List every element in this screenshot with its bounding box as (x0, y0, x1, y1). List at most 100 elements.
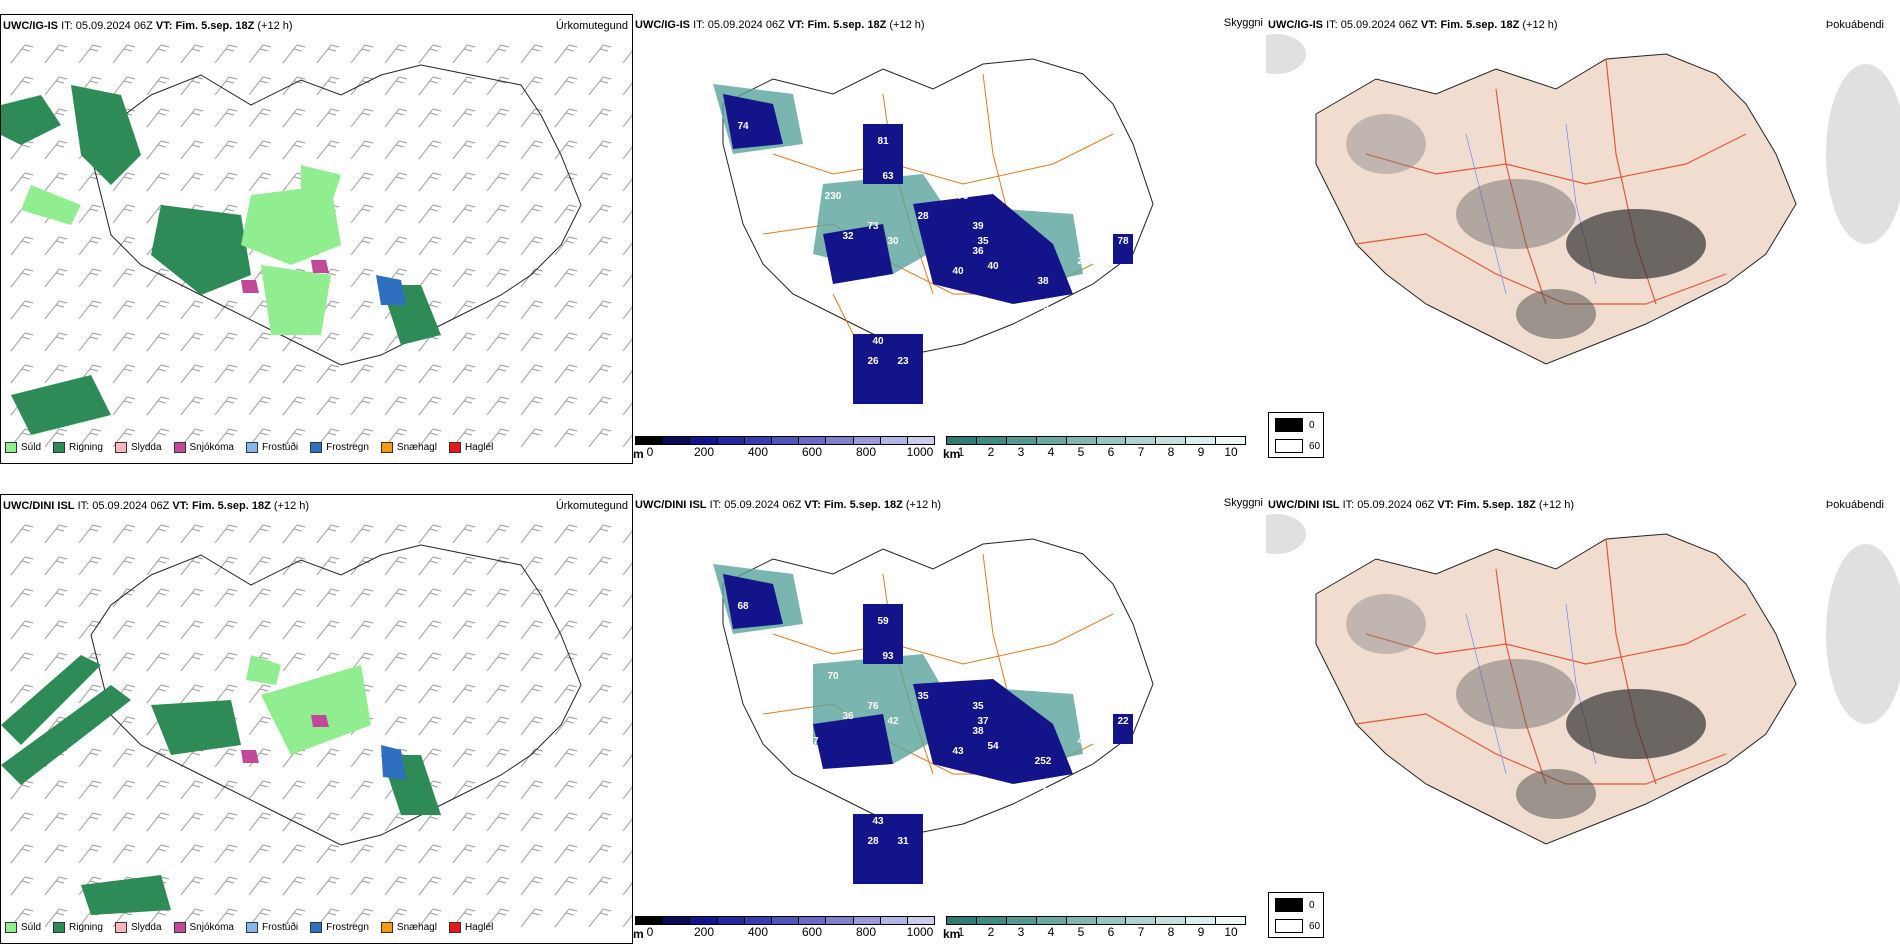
scale-tick: 400 (747, 925, 769, 939)
wind-barb (350, 588, 374, 608)
wind-barb (554, 620, 578, 640)
wind-barb (214, 44, 238, 64)
panel-title: Þokuábendi (1825, 499, 1884, 511)
wind-barb (10, 876, 34, 896)
scale-cell (1126, 917, 1157, 924)
wind-barb (418, 396, 442, 416)
rain-area (1, 95, 61, 145)
wind-barb (316, 332, 340, 352)
wind-barb (44, 44, 68, 64)
wind-barb (316, 556, 340, 576)
scale-cell (1066, 437, 1097, 444)
lead-time: (+12 h) (1538, 499, 1575, 511)
wind-barb (10, 524, 34, 544)
wind-barb (350, 908, 374, 928)
wind-barb (316, 844, 340, 864)
init-time: 05.09.2024 06Z (707, 19, 785, 31)
scale-cell (1216, 917, 1246, 924)
wind-barb (486, 844, 510, 864)
wind-barb (452, 748, 476, 768)
wind-barb (180, 620, 204, 640)
low-cloud-area (823, 224, 893, 284)
cloud-base-unit: m (633, 447, 644, 461)
wind-barb (384, 364, 408, 384)
low-cloud-areas (723, 94, 1133, 404)
wind-barb (350, 332, 374, 352)
scale-cell (947, 917, 977, 924)
scale-tick: 2 (987, 445, 995, 459)
wind-barb (180, 684, 204, 704)
wind-barb (384, 876, 408, 896)
wind-barb (554, 44, 578, 64)
wind-barb (44, 876, 68, 896)
wind-barb (418, 140, 442, 160)
rain-area (151, 700, 241, 755)
scale-tick: 6 (1107, 445, 1115, 459)
scale-cell (1096, 437, 1127, 444)
cloud-base-label: 81 (877, 136, 889, 147)
wind-barb (622, 626, 632, 640)
scale-cell (771, 437, 800, 444)
wind-barb (78, 236, 102, 256)
fog-legend-max: 60 (1309, 440, 1321, 452)
wind-barb (10, 844, 34, 864)
wind-barb (554, 748, 578, 768)
drizzle-area (261, 265, 331, 335)
init-label: IT: (1342, 499, 1355, 511)
iceland-land (1315, 53, 1797, 365)
cloud-base-label: 43 (952, 746, 964, 757)
wind-barb (146, 44, 170, 64)
wind-barb (350, 76, 374, 96)
wind-barb (282, 652, 306, 672)
wind-barb (418, 108, 442, 128)
ceiling-map: 68 59 93 70 477 35 35 37 54 36 76 42 38 43 252 41 32 22 58… (702, 538, 1154, 884)
wind-barb (10, 780, 34, 800)
wind-barb (180, 172, 204, 192)
wind-barb (588, 812, 612, 832)
scale-tick: 4 (1047, 925, 1055, 939)
wind-barb (418, 76, 442, 96)
wind-barb (452, 268, 476, 288)
wind-barb (520, 556, 544, 576)
wind-barb (146, 140, 170, 160)
wind-barb (316, 140, 340, 160)
valid-label: VT: (1420, 19, 1438, 31)
legend-swatch (5, 922, 17, 933)
low-cloud-area (853, 814, 923, 884)
scale-tick: 8 (1167, 925, 1175, 939)
wind-barb (282, 908, 306, 928)
wind-barb (10, 620, 34, 640)
wind-barb (78, 300, 102, 320)
cloud-base-label: 54 (987, 741, 999, 752)
scale-cell (799, 917, 827, 924)
wind-barb (214, 172, 238, 192)
valid-label: VT: (155, 20, 173, 32)
wind-barb (214, 620, 238, 640)
fog-legend-min: 0 (1309, 419, 1315, 431)
wind-barb (350, 236, 374, 256)
scale-tick: 10 (1224, 925, 1238, 939)
wind-barb (78, 844, 102, 864)
wind-barb (350, 556, 374, 576)
scale-tick: 1000 (906, 445, 934, 459)
low-cloud-area (913, 679, 1073, 784)
scale-cell (1156, 437, 1187, 444)
iceland-outline (722, 58, 1154, 355)
scale-tick: 400 (747, 445, 769, 459)
wind-barb (10, 300, 34, 320)
wind-barb (554, 300, 578, 320)
wind-barb (112, 204, 136, 224)
cloud-base-label: 42 (887, 716, 899, 727)
wind-barb (520, 300, 544, 320)
wind-barb (418, 908, 442, 928)
wind-barb (44, 300, 68, 320)
wind-barb (282, 780, 306, 800)
wind-barb (44, 652, 68, 672)
cloud-base-label: 57 (702, 221, 714, 232)
wind-barb (350, 172, 374, 192)
wind-barb (350, 44, 374, 64)
scale-cell (1186, 917, 1217, 924)
legend-item: Haglél (448, 442, 493, 453)
wind-barb (622, 658, 632, 672)
scale-cell (853, 917, 881, 924)
